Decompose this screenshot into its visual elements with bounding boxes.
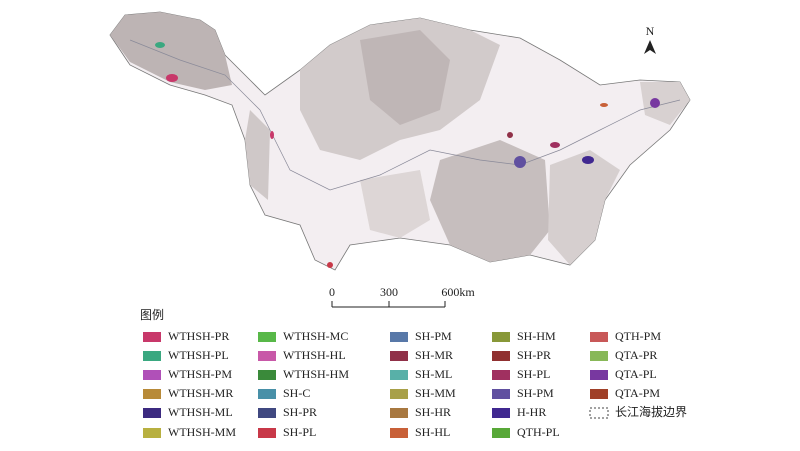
legend-swatch — [590, 351, 608, 361]
legend-swatch — [143, 428, 161, 438]
patch — [327, 262, 333, 268]
legend-swatch — [258, 351, 276, 361]
patch — [514, 156, 526, 168]
patch — [650, 98, 660, 108]
legend-swatch — [492, 428, 510, 438]
legend-label: QTH-PM — [615, 329, 661, 343]
legend-label: WTHSH-MC — [283, 329, 348, 343]
legend-label: H-HR — [517, 405, 546, 419]
patch — [507, 132, 513, 138]
legend-label: 长江海拔边界 — [615, 404, 687, 419]
legend-label: QTA-PM — [615, 386, 660, 400]
legend-swatch — [143, 370, 161, 380]
legend-label: WTHSH-MM — [168, 425, 236, 439]
legend-swatch — [589, 407, 609, 419]
legend-label: WTHSH-PM — [168, 367, 232, 381]
river — [129, 39, 681, 191]
legend-label: SH-PM — [517, 386, 554, 400]
highland-region — [548, 150, 620, 265]
legend-label: SH-MR — [415, 348, 453, 362]
scale-label: 0 — [329, 285, 335, 299]
legend-swatch — [492, 408, 510, 418]
legend-swatch — [390, 408, 408, 418]
patch — [166, 74, 178, 82]
highland-region — [430, 140, 550, 262]
legend-title: 图例 — [140, 308, 164, 322]
scale-label: 600km — [441, 285, 475, 299]
legend-swatch — [390, 389, 408, 399]
legend-swatch — [143, 408, 161, 418]
legend-label: SH-MM — [415, 386, 456, 400]
legend-swatch — [258, 408, 276, 418]
north-label: N — [646, 24, 655, 38]
basin-map — [109, 11, 691, 271]
highland-region — [245, 110, 270, 200]
legend-label: QTA-PL — [615, 367, 657, 381]
legend-swatch — [258, 428, 276, 438]
legend-label: SH-HM — [517, 329, 556, 343]
legend-label: QTA-PR — [615, 348, 657, 362]
legend-swatch — [590, 370, 608, 380]
highland-region — [360, 30, 450, 125]
legend-label: SH-PL — [517, 367, 550, 381]
legend-label: SH-PR — [517, 348, 551, 362]
legend-label: WTHSH-PR — [168, 329, 229, 343]
highland-region — [110, 12, 232, 90]
legend-label: SH-PR — [283, 405, 317, 419]
patch — [550, 142, 560, 148]
north-arrow: N — [644, 24, 656, 54]
legend-swatch — [390, 428, 408, 438]
patch — [155, 42, 165, 48]
legend-swatch — [590, 389, 608, 399]
legend-swatch — [390, 332, 408, 342]
legend-label: WTHSH-PL — [168, 348, 229, 362]
legend-swatch — [492, 351, 510, 361]
legend-label: SH-HL — [415, 425, 450, 439]
patch — [582, 156, 594, 164]
legend-swatch — [258, 332, 276, 342]
legend-swatch — [390, 370, 408, 380]
legend-label: SH-PM — [415, 329, 452, 343]
land-patches — [155, 42, 660, 268]
legend-swatch — [492, 370, 510, 380]
legend-swatch — [492, 389, 510, 399]
legend-swatch — [143, 351, 161, 361]
legend-swatch — [258, 389, 276, 399]
scale-label: 300 — [380, 285, 398, 299]
highland-region — [360, 170, 430, 238]
legend-label: SH-PL — [283, 425, 316, 439]
legend-swatch — [590, 332, 608, 342]
legend-label: SH-ML — [415, 367, 452, 381]
legend-swatch — [492, 332, 510, 342]
legend-label: QTH-PL — [517, 425, 560, 439]
north-symbol — [644, 40, 656, 54]
scale-bar: 0 300 600km — [329, 285, 475, 308]
legend-swatch — [390, 351, 408, 361]
patch — [600, 103, 608, 107]
legend-label: WTHSH-HL — [283, 348, 346, 362]
legend-swatch — [143, 332, 161, 342]
legend-label: SH-C — [283, 386, 310, 400]
legend-label: WTHSH-ML — [168, 405, 233, 419]
legend-swatch — [143, 389, 161, 399]
patch — [270, 131, 274, 139]
legend-label: SH-HR — [415, 405, 451, 419]
legend-swatch — [258, 370, 276, 380]
legend-label: WTHSH-HM — [283, 367, 349, 381]
legend-label: WTHSH-MR — [168, 386, 233, 400]
legend: WTHSH-PR WTHSH-PL WTHSH-PM WTHSH-MR WTHSH-ML… — [143, 329, 687, 439]
